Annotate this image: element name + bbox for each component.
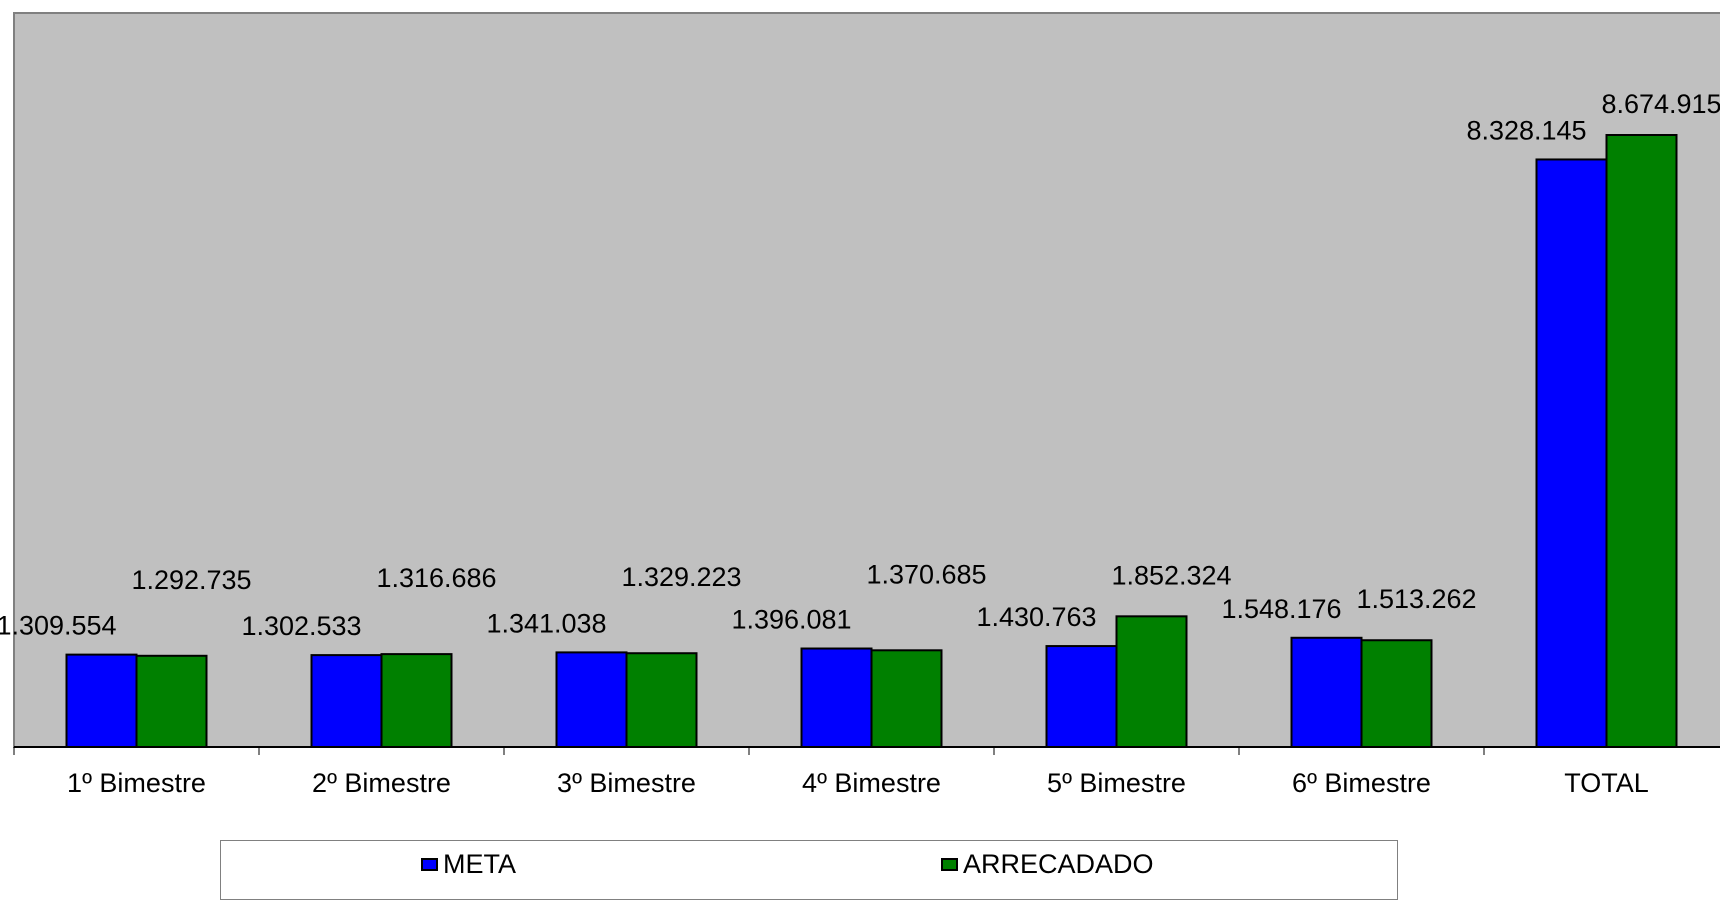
category-label-2: 3º Bimestre <box>557 768 696 798</box>
data-label-meta-4: 1.430.763 <box>976 602 1096 632</box>
category-label-4: 5º Bimestre <box>1047 768 1186 798</box>
data-label-arrecadado-1: 1.316.686 <box>376 563 496 593</box>
bar-arrecadado-3 <box>872 650 942 747</box>
data-label-arrecadado-3: 1.370.685 <box>866 559 986 589</box>
data-label-arrecadado-5: 1.513.262 <box>1356 584 1476 614</box>
legend-item-meta: META <box>421 849 516 880</box>
data-label-arrecadado-2: 1.329.223 <box>621 562 741 592</box>
legend-swatch-meta <box>421 858 438 871</box>
bar-meta-1 <box>312 655 382 747</box>
category-label-1: 2º Bimestre <box>312 768 451 798</box>
legend-item-arrecadado: ARRECADADO <box>941 849 1154 880</box>
legend-swatch-arrecadado <box>941 858 958 871</box>
data-label-arrecadado-6: 8.674.915 <box>1601 89 1720 119</box>
category-label-5: 6º Bimestre <box>1292 768 1431 798</box>
data-label-meta-3: 1.396.081 <box>731 605 851 635</box>
legend-label-arrecadado: ARRECADADO <box>963 849 1154 880</box>
data-label-meta-2: 1.341.038 <box>486 608 606 638</box>
bar-meta-5 <box>1292 638 1362 747</box>
bar-meta-4 <box>1047 646 1117 747</box>
category-label-0: 1º Bimestre <box>67 768 206 798</box>
bar-arrecadado-1 <box>382 654 452 747</box>
bar-meta-3 <box>802 649 872 747</box>
legend-label-meta: META <box>443 849 516 880</box>
category-label-6: TOTAL <box>1564 768 1649 798</box>
bar-chart: 1.309.554 1.292.735 1.302.533 1.316.686 1.34… <box>0 0 1720 879</box>
data-label-arrecadado-4: 1.852.324 <box>1111 560 1231 590</box>
bar-meta-6 <box>1537 159 1607 747</box>
data-label-meta-5: 1.548.176 <box>1221 594 1341 624</box>
data-label-meta-6: 8.328.145 <box>1466 115 1586 145</box>
bar-meta-0 <box>67 655 137 747</box>
bar-arrecadado-4 <box>1117 616 1187 747</box>
data-label-arrecadado-0: 1.292.735 <box>131 565 251 595</box>
data-label-meta-0: 1.309.554 <box>0 611 117 641</box>
bar-arrecadado-2 <box>627 653 697 747</box>
bar-arrecadado-6 <box>1607 135 1677 747</box>
legend: META ARRECADADO <box>220 840 1398 900</box>
data-label-meta-1: 1.302.533 <box>241 611 361 641</box>
bar-arrecadado-0 <box>137 656 207 747</box>
bar-meta-2 <box>557 652 627 747</box>
category-label-3: 4º Bimestre <box>802 768 941 798</box>
bar-arrecadado-5 <box>1362 640 1432 747</box>
